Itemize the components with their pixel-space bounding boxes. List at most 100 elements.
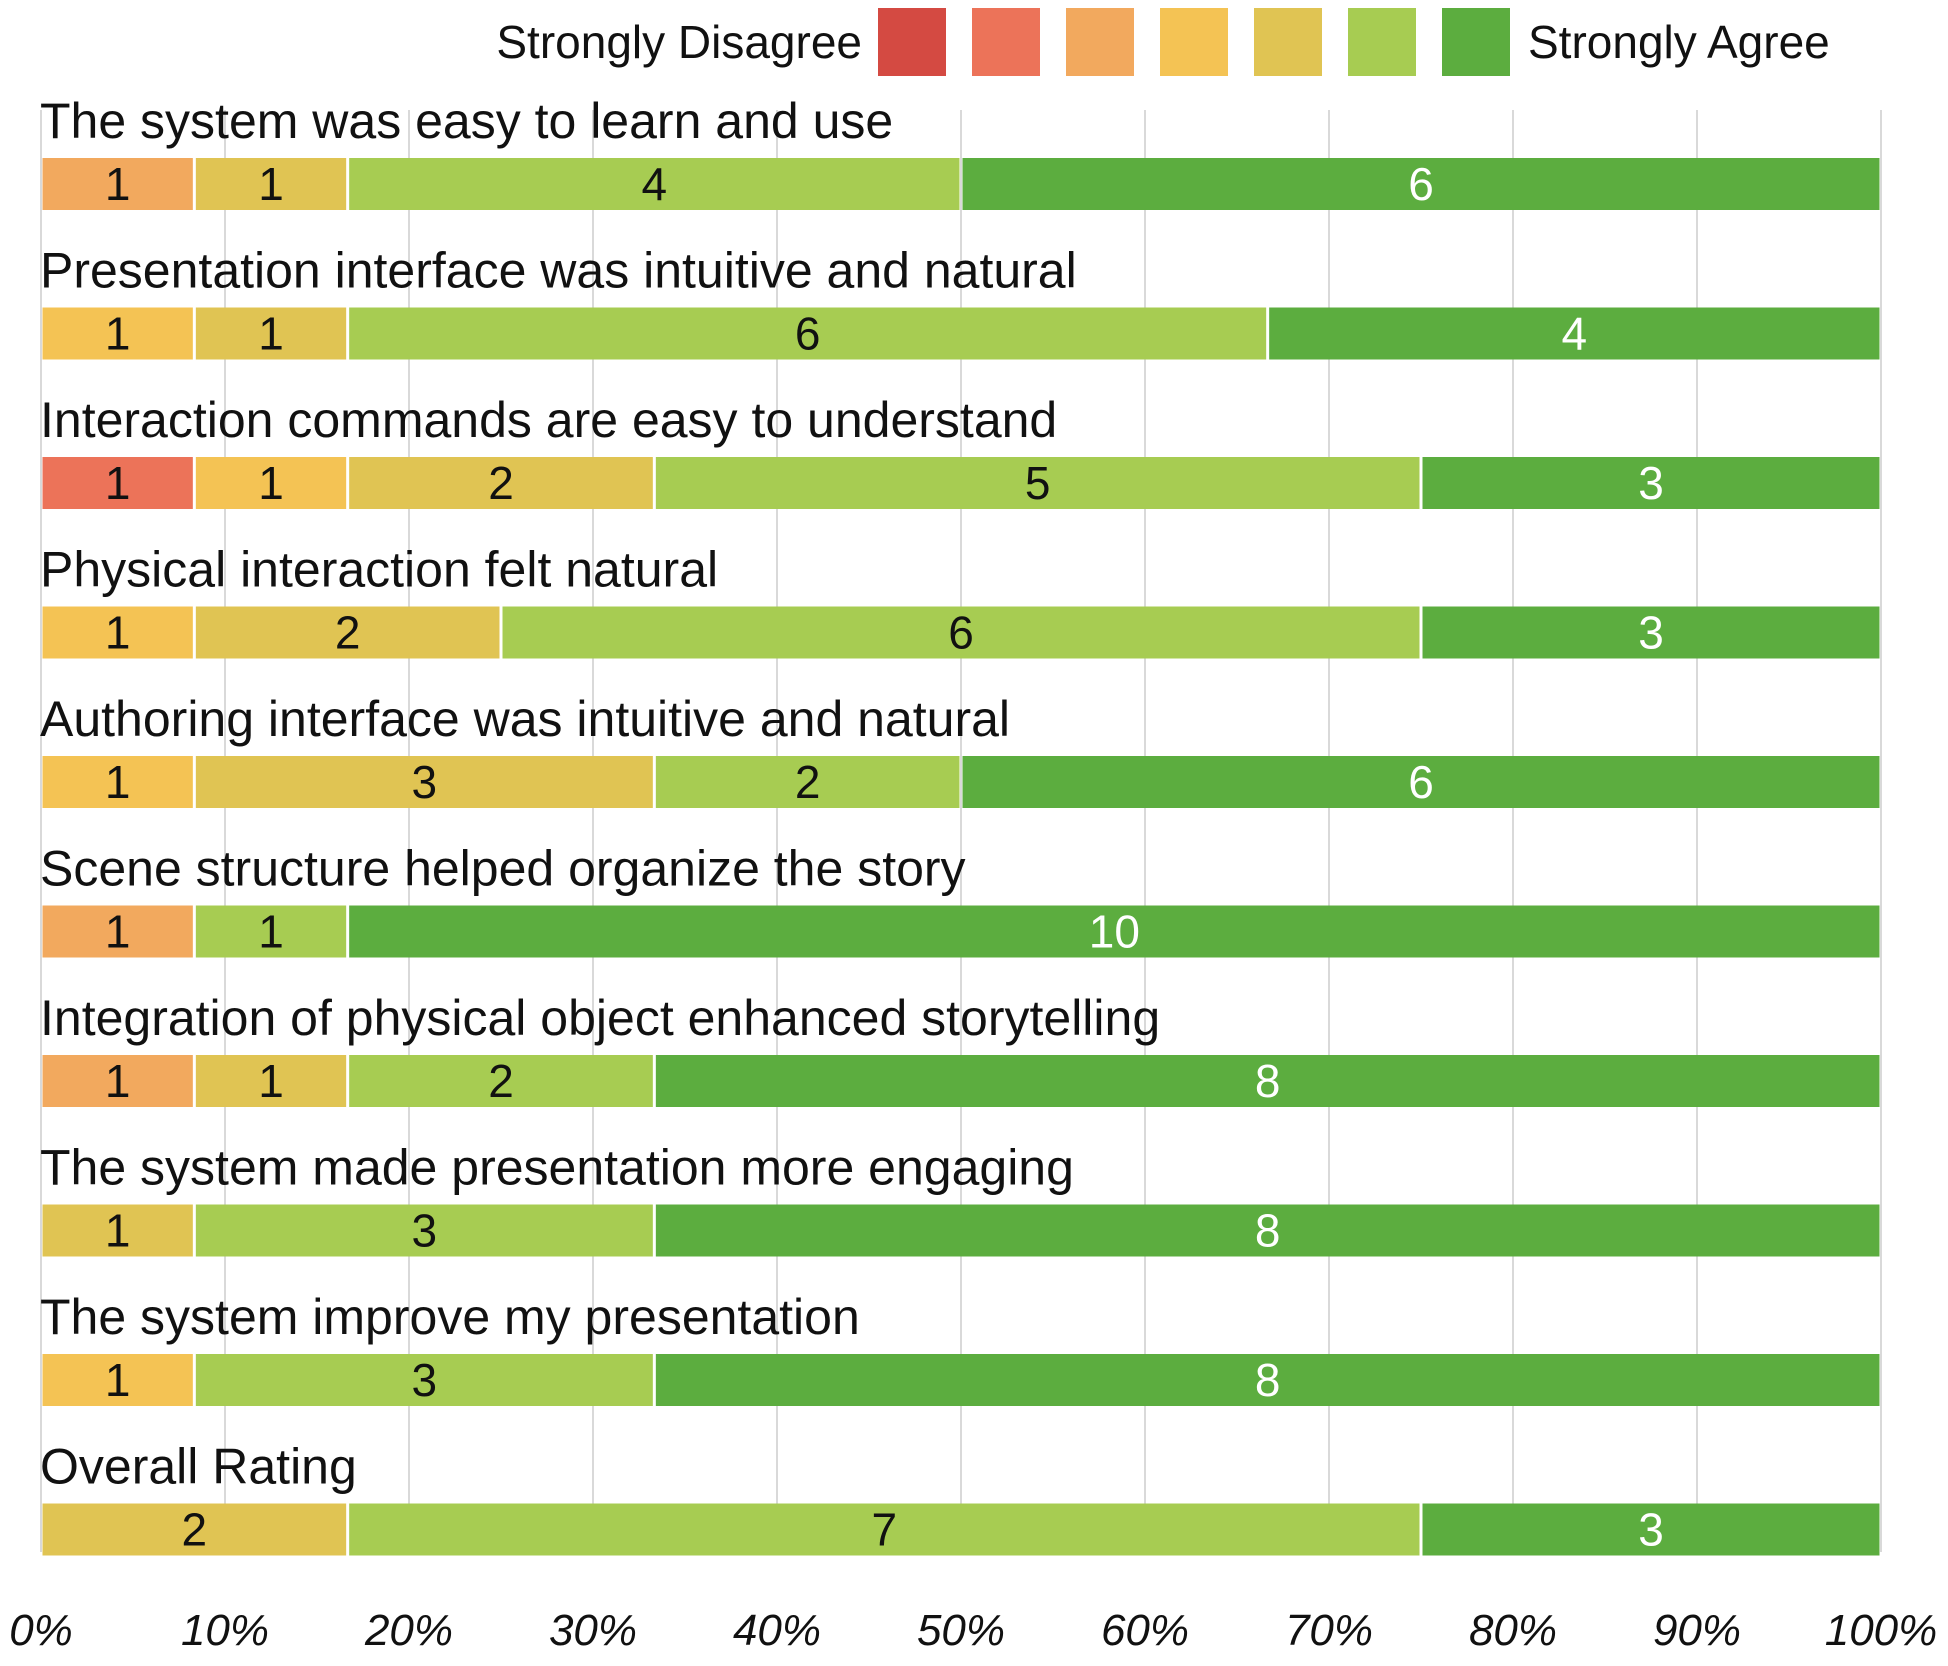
bar-segment — [42, 756, 193, 808]
segment-value-label: 3 — [412, 1354, 438, 1406]
chart-row: Authoring interface was intuitive and na… — [40, 691, 1880, 808]
x-axis-ticks: 0% 10% 20% 30% 40% 50% 60% 70% 80% 90% 100% — [9, 1606, 1937, 1655]
chart-row: Presentation interface was intuitive and… — [40, 243, 1880, 360]
legend-swatch — [1442, 8, 1510, 76]
segment-value-label: 10 — [1089, 906, 1140, 958]
bar-segment — [195, 606, 500, 659]
segment-value-label: 1 — [105, 1354, 131, 1406]
chart-row: Physical interaction felt natural 1 2 6 3 — [40, 542, 1880, 659]
chart-row: The system made presentation more engagi… — [40, 1140, 1880, 1257]
category-label: Authoring interface was intuitive and na… — [40, 691, 1010, 747]
segment-value-label: 3 — [1638, 607, 1664, 659]
segment-value-label: 1 — [105, 1205, 131, 1257]
segment-value-label: 2 — [335, 607, 361, 659]
category-label: Interaction commands are easy to underst… — [40, 392, 1057, 448]
segment-value-label: 8 — [1255, 1205, 1281, 1257]
segment-value-label: 3 — [1638, 1504, 1664, 1556]
x-tick-label: 10% — [181, 1606, 269, 1655]
bar-segment — [195, 1204, 653, 1257]
bar-segment — [349, 1503, 1420, 1556]
chart-row: The system was easy to learn and use 1 1 4 6 — [40, 93, 1880, 210]
category-label: Presentation interface was intuitive and… — [40, 243, 1077, 299]
segment-value-label: 5 — [1025, 457, 1051, 509]
bar-segment — [42, 905, 193, 958]
legend-left-label: Strongly Disagree — [496, 16, 862, 68]
chart-row: Integration of physical object enhanced … — [40, 990, 1880, 1107]
bar-segment — [1422, 606, 1880, 659]
bar-segment — [195, 457, 347, 509]
bar-segment — [195, 905, 347, 958]
segment-value-label: 6 — [795, 308, 821, 360]
segment-value-label: 2 — [182, 1504, 208, 1556]
segment-value-label: 7 — [872, 1504, 898, 1556]
category-label: The system made presentation more engagi… — [40, 1140, 1074, 1196]
legend: Strongly Disagree Strongly Agree — [496, 8, 1830, 76]
bar-segment — [1422, 457, 1880, 509]
category-label: Scene structure helped organize the stor… — [40, 841, 966, 897]
bar-segment — [349, 905, 1880, 958]
segment-value-label: 1 — [105, 457, 131, 509]
segment-value-label: 3 — [412, 1205, 438, 1257]
bar-segment — [42, 1354, 193, 1406]
bar-segment — [195, 1055, 347, 1107]
segment-value-label: 3 — [1638, 457, 1664, 509]
bar-segment — [42, 307, 193, 360]
segment-value-label: 1 — [258, 158, 284, 210]
segment-value-label: 1 — [258, 1055, 284, 1107]
bar-segment — [42, 606, 193, 659]
bar-segment — [1422, 1503, 1880, 1556]
segment-value-label: 1 — [258, 308, 284, 360]
chart-row: Interaction commands are easy to underst… — [40, 392, 1880, 509]
segment-value-label: 1 — [105, 607, 131, 659]
bar-segment — [349, 457, 653, 509]
bar-segment — [195, 1354, 653, 1406]
bar-segment — [1269, 307, 1880, 360]
category-label: Physical interaction felt natural — [40, 542, 718, 598]
legend-swatch — [972, 8, 1040, 76]
bar-segment — [195, 158, 347, 210]
chart-row: The system improve my presentation 1 3 8 — [40, 1289, 1880, 1406]
segment-value-label: 2 — [488, 1055, 514, 1107]
chart-row: Scene structure helped organize the stor… — [40, 841, 1880, 958]
category-label: Integration of physical object enhanced … — [40, 990, 1160, 1046]
bar-segment — [655, 1354, 1880, 1406]
segment-value-label: 1 — [105, 158, 131, 210]
x-tick-label: 100% — [1825, 1606, 1938, 1655]
segment-value-label: 1 — [258, 906, 284, 958]
chart-row: Overall Rating 2 7 3 — [40, 1439, 1880, 1556]
category-label: The system was easy to learn and use — [40, 93, 893, 149]
bar-segment — [962, 158, 1880, 210]
x-tick-label: 20% — [364, 1606, 453, 1655]
legend-swatch — [1160, 8, 1228, 76]
segment-value-label: 1 — [105, 308, 131, 360]
x-tick-label: 60% — [1101, 1606, 1189, 1655]
legend-swatch — [1254, 8, 1322, 76]
legend-right-label: Strongly Agree — [1528, 16, 1830, 68]
x-tick-label: 70% — [1285, 1606, 1373, 1655]
segment-value-label: 6 — [1408, 158, 1434, 210]
x-tick-label: 30% — [549, 1606, 637, 1655]
segment-value-label: 6 — [1408, 756, 1434, 808]
bar-segment — [349, 307, 1267, 360]
segment-value-label: 1 — [105, 906, 131, 958]
legend-swatch — [878, 8, 946, 76]
bar-segment — [502, 606, 1420, 659]
x-tick-label: 80% — [1469, 1606, 1557, 1655]
bar-segment — [195, 307, 347, 360]
segment-value-label: 1 — [105, 756, 131, 808]
bar-segment — [349, 158, 960, 210]
legend-swatch — [1066, 8, 1134, 76]
segment-value-label: 3 — [412, 756, 438, 808]
bar-segment — [655, 1055, 1880, 1107]
chart-rows: The system was easy to learn and use 1 1 4 6… — [40, 93, 1880, 1556]
x-tick-label: 90% — [1653, 1606, 1741, 1655]
bar-segment — [42, 1503, 347, 1556]
bar-segment — [655, 1204, 1880, 1257]
segment-value-label: 8 — [1255, 1055, 1281, 1107]
x-tick-label: 0% — [9, 1606, 73, 1655]
category-label: Overall Rating — [40, 1439, 357, 1495]
bar-segment — [42, 158, 193, 210]
bar-segment — [349, 1055, 653, 1107]
segment-value-label: 4 — [1562, 308, 1588, 360]
